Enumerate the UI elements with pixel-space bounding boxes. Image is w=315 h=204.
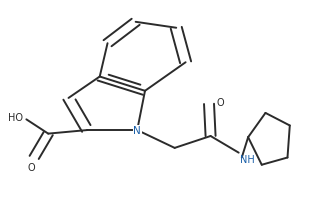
Text: O: O — [27, 162, 35, 172]
Text: NH: NH — [240, 154, 255, 164]
Text: N: N — [133, 125, 141, 135]
Text: O: O — [217, 97, 225, 107]
Text: HO: HO — [8, 112, 23, 122]
